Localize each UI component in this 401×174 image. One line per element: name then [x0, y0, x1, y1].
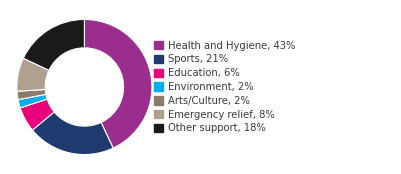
Legend: Health and Hygiene, 43%, Sports, 21%, Education, 6%, Environment, 2%, Arts/Cultu: Health and Hygiene, 43%, Sports, 21%, Ed…	[153, 41, 294, 133]
Wedge shape	[23, 19, 84, 70]
Wedge shape	[17, 89, 46, 100]
Wedge shape	[32, 112, 113, 155]
Wedge shape	[84, 19, 152, 148]
Wedge shape	[17, 58, 49, 91]
Wedge shape	[20, 99, 54, 130]
Wedge shape	[18, 94, 47, 108]
